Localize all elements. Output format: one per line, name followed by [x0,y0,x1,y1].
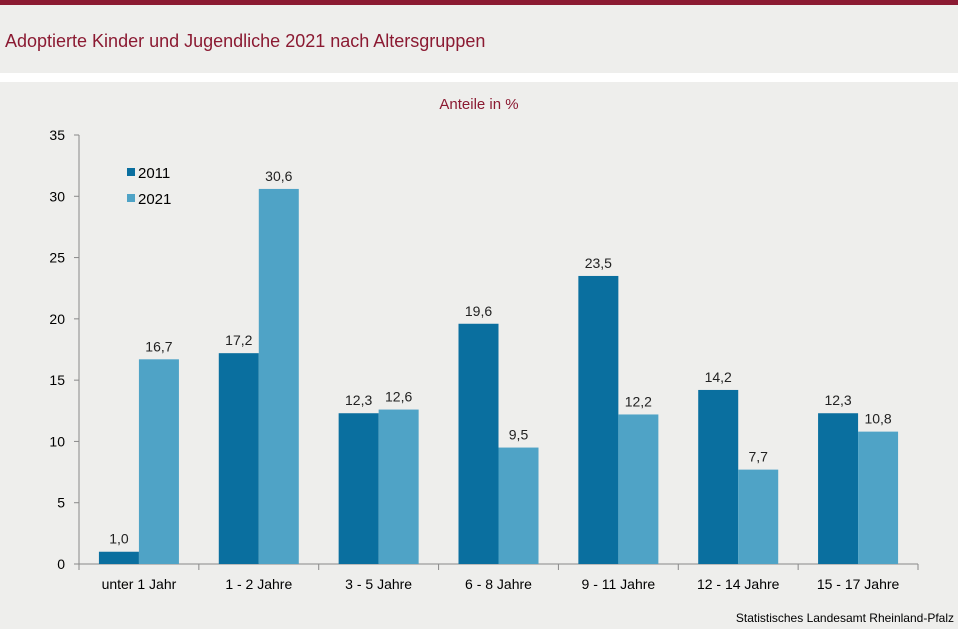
data-label-2021: 12,2 [625,393,652,409]
top-accent-rule [0,0,958,5]
x-tick-label: unter 1 Jahr [102,576,177,592]
legend-swatch-2011 [127,168,135,176]
y-tick-label: 35 [49,127,65,143]
legend-label-2021: 2021 [138,191,171,208]
x-tick-label: 15 - 17 Jahre [817,576,900,592]
chart-title: Adoptierte Kinder und Jugendliche 2021 n… [5,31,486,51]
bar-2011 [218,353,259,564]
data-label-2011: 1,0 [109,531,129,547]
x-tick-label: 1 - 2 Jahre [225,576,292,592]
source-note: Statistisches Landesamt Rheinland-Pfalz [735,611,954,625]
x-tick-label: 6 - 8 Jahre [465,576,532,592]
data-label-2021: 10,8 [864,411,891,427]
bar-2021 [498,447,539,564]
bar-2011 [818,413,859,564]
bar-2021 [858,431,899,564]
data-label-2021: 30,6 [265,168,292,184]
legend-swatch-2021 [127,194,135,202]
y-tick-label: 20 [49,311,65,327]
bar-2011 [578,275,619,564]
chart-subtitle: Anteile in % [439,96,519,113]
data-label-2021: 12,6 [385,389,412,405]
bar-2021 [258,188,299,564]
x-tick-label: 12 - 14 Jahre [697,576,780,592]
y-tick-label: 15 [49,372,65,388]
x-tick-label: 3 - 5 Jahre [345,576,412,592]
header-divider [0,73,958,82]
data-label-2011: 23,5 [585,255,612,271]
data-label-2011: 14,2 [705,369,732,385]
bar-2021 [378,409,419,564]
bar-2021 [618,414,659,564]
bar-2021 [738,469,779,564]
data-label-2011: 12,3 [824,392,851,408]
data-label-2021: 9,5 [509,427,529,443]
bar-2021 [138,359,179,564]
bar-2011 [98,551,139,564]
bar-2011 [458,323,499,564]
y-tick-label: 0 [57,556,65,572]
data-label-2021: 7,7 [748,449,768,465]
y-tick-label: 25 [49,250,65,266]
y-tick-label: 5 [57,495,65,511]
y-tick-label: 10 [49,433,65,449]
data-label-2011: 19,6 [465,303,492,319]
legend-label-2011: 2011 [138,165,170,182]
bar-2011 [698,389,739,564]
x-tick-label: 9 - 11 Jahre [582,576,656,592]
data-label-2021: 16,7 [145,338,172,354]
bar-2011 [338,413,379,564]
data-label-2011: 12,3 [345,392,372,408]
data-label-2011: 17,2 [225,332,252,348]
y-tick-label: 30 [49,188,65,204]
